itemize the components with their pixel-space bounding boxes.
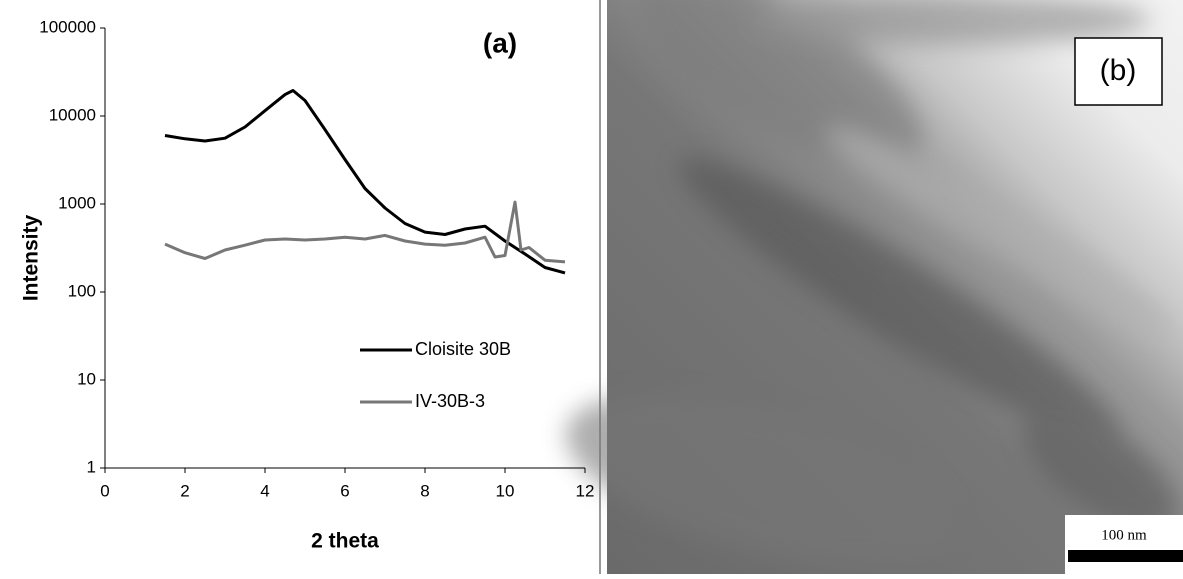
y-axis-label: Intensity <box>20 215 43 302</box>
panel-label: (b) <box>1100 54 1137 87</box>
panel-label: (a) <box>483 27 517 58</box>
x-axis-label: 2 theta <box>311 530 379 553</box>
x-tick-label: 8 <box>420 481 429 500</box>
legend-label: Cloisite 30B <box>415 339 511 359</box>
y-tick-label: 10 <box>77 369 96 388</box>
scale-bar-label: 100 nm <box>1101 527 1147 543</box>
series-line <box>164 200 566 264</box>
legend-label: IV-30B-3 <box>415 391 485 411</box>
x-tick-label: 12 <box>576 481 595 500</box>
x-tick-label: 10 <box>496 481 515 500</box>
y-tick-label: 10000 <box>49 105 96 124</box>
y-tick-label: 1 <box>87 457 96 476</box>
x-tick-label: 6 <box>340 481 349 500</box>
y-tick-label: 100000 <box>39 17 96 36</box>
chart: 1 10 100 1000 10000 100000 0 2 4 6 8 10 12 2 theta Int… <box>20 17 595 552</box>
y-tick-label: 1000 <box>58 193 96 212</box>
series-line <box>164 89 566 275</box>
tem-image: (b) 100 nm <box>565 0 1183 574</box>
y-tick-label: 100 <box>68 281 96 300</box>
x-tick-label: 4 <box>260 481 269 500</box>
x-tick-label: 2 <box>180 481 189 500</box>
x-tick-label: 0 <box>100 481 109 500</box>
